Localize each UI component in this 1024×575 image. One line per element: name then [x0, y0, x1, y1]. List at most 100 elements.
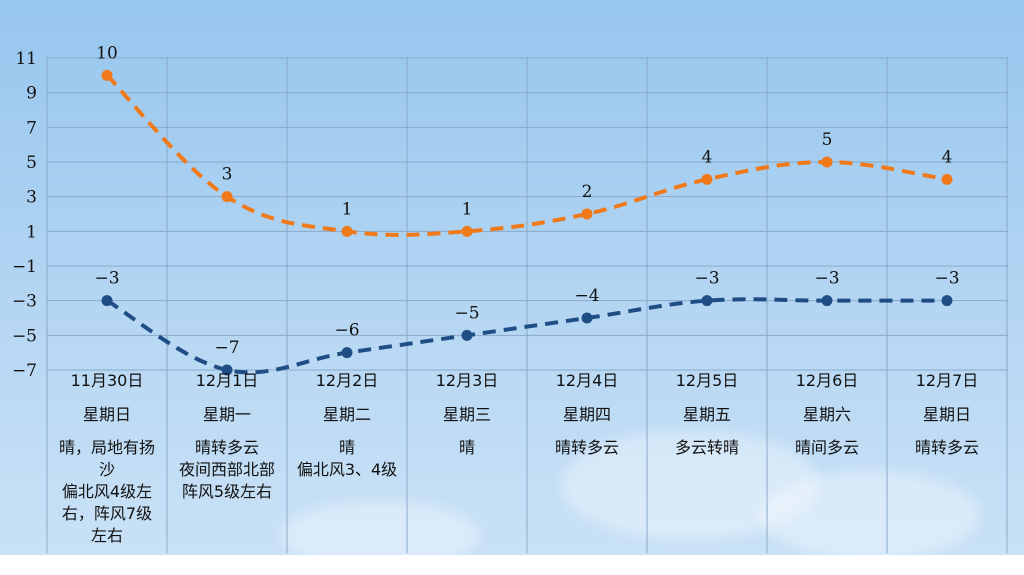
data-point	[461, 329, 473, 341]
column-weather-description: 晴	[407, 437, 527, 459]
weather-description-line: 晴转多云	[914, 438, 979, 457]
data-label: 2	[582, 182, 593, 202]
column-date: 12月3日	[435, 371, 499, 390]
data-point	[221, 364, 233, 376]
column-date: 12月2日	[315, 371, 379, 390]
data-label: 1	[342, 199, 353, 219]
y-axis: 11 9 7 5 3 1 −1 −3 −5 −7	[12, 49, 37, 381]
data-label: −3	[694, 269, 719, 289]
column-weather-description: 晴偏北风3、4级	[287, 437, 407, 481]
data-label: −3	[934, 269, 959, 289]
weather-description-line: 右，阵风7级	[61, 504, 153, 523]
column-date: 12月5日	[675, 371, 739, 390]
y-tick-label: 1	[26, 222, 37, 242]
column-weather-description: 晴转多云	[527, 437, 647, 459]
cloud-decoration	[280, 500, 480, 570]
weather-description-line: 阵风5级左右	[181, 482, 273, 501]
data-point	[341, 347, 353, 359]
y-tick-label: −5	[12, 326, 37, 346]
data-point	[941, 295, 953, 307]
y-tick-label: 9	[26, 84, 37, 104]
weather-description-line: 沙	[98, 460, 115, 479]
column-weather-description: 晴转多云夜间西部北部 阵风5级左右	[167, 437, 287, 503]
column-weekday: 星期三	[442, 405, 491, 424]
y-tick-label: −7	[12, 361, 37, 381]
weather-description-line: 晴间多云	[794, 438, 859, 457]
column-weekday: 星期四	[562, 405, 611, 424]
data-point	[941, 173, 953, 185]
weather-description-line: 晴转多云	[194, 438, 259, 457]
data-label: −4	[574, 286, 599, 306]
column-weekday: 星期二	[322, 405, 371, 424]
forecast-column: 12月1日星期一晴转多云夜间西部北部 阵风5级左右	[167, 370, 287, 503]
data-label: 4	[942, 147, 953, 167]
data-label: −3	[94, 269, 119, 289]
data-point	[701, 173, 713, 185]
forecast-column: 12月6日星期六晴间多云	[767, 370, 887, 459]
data-label: −6	[334, 321, 359, 341]
forecast-column: 12月7日星期日晴转多云	[887, 370, 1007, 459]
data-point	[101, 69, 113, 81]
data-point	[461, 225, 473, 237]
weather-description-line: 偏北风3、4级	[296, 460, 398, 479]
series-low: −3 −7 −6 −5 −4 −3 −3 −3	[94, 269, 960, 376]
series-high: 10 3 1 1 2 4 5 4	[96, 43, 953, 237]
forecast-column: 12月2日星期二晴偏北风3、4级	[287, 370, 407, 481]
column-weekday: 星期日	[922, 405, 971, 424]
forecast-column: 12月4日星期四晴转多云	[527, 370, 647, 459]
column-date: 12月6日	[795, 371, 859, 390]
data-label: −5	[454, 303, 479, 323]
weather-description-line: 晴，局地有扬	[58, 438, 155, 457]
data-point	[821, 156, 833, 168]
column-date: 12月7日	[915, 371, 979, 390]
weather-description-line: 左右	[90, 526, 123, 545]
column-date: 12月4日	[555, 371, 619, 390]
forecast-column: 12月3日星期三晴	[407, 370, 527, 459]
cloud-decoration	[760, 470, 980, 560]
y-tick-label: 3	[26, 188, 37, 208]
weather-description-line: 晴	[338, 438, 355, 457]
weather-description-line: 晴	[458, 438, 475, 457]
y-tick-label: 5	[26, 153, 37, 173]
column-weekday: 星期五	[682, 405, 731, 424]
column-weather-description: 晴，局地有扬沙偏北风4级左 右，阵风7级 左右	[47, 437, 167, 547]
data-point	[221, 191, 233, 203]
data-point	[701, 295, 713, 307]
column-weather-description: 晴转多云	[887, 437, 1007, 459]
weather-description-line: 多云转晴	[674, 438, 739, 457]
series-line	[105, 297, 947, 375]
data-point	[581, 208, 593, 220]
weather-description-line: 夜间西部北部	[178, 460, 275, 479]
data-label: 1	[462, 199, 473, 219]
column-date: 11月30日	[70, 371, 144, 390]
column-date: 12月1日	[195, 371, 259, 390]
series-lines: 10 3 1 1 2 4 5 4 −3 −7 −6 −5 −4 −3 −3 −3	[94, 43, 960, 376]
weather-description-line: 偏北风4级左	[61, 482, 153, 501]
data-label: 5	[822, 130, 833, 150]
y-tick-label: −1	[12, 257, 37, 277]
cloud-decoration	[560, 430, 820, 540]
data-point	[341, 225, 353, 237]
forecast-column: 12月5日星期五多云转晴	[647, 370, 767, 459]
grid	[46, 57, 1008, 553]
data-point	[101, 295, 113, 307]
column-weather-description: 晴间多云	[767, 437, 887, 459]
y-tick-label: 11	[15, 49, 37, 69]
data-point	[581, 312, 593, 324]
data-label: 4	[702, 147, 713, 167]
forecast-column: 11月30日 星期日晴，局地有扬沙偏北风4级左 右，阵风7级 左右	[47, 370, 167, 547]
column-weather-description: 多云转晴	[647, 437, 767, 459]
column-weekday: 星期一	[202, 405, 251, 424]
weather-description-line: 晴转多云	[554, 438, 619, 457]
y-tick-label: −3	[12, 292, 37, 312]
column-weekday: 星期日	[82, 405, 131, 424]
data-label: 10	[96, 43, 118, 63]
data-label: −3	[814, 269, 839, 289]
data-label: 3	[222, 165, 233, 185]
y-tick-label: 7	[26, 118, 37, 138]
column-weekday: 星期六	[802, 405, 851, 424]
data-point	[821, 295, 833, 307]
data-label: −7	[214, 338, 239, 358]
